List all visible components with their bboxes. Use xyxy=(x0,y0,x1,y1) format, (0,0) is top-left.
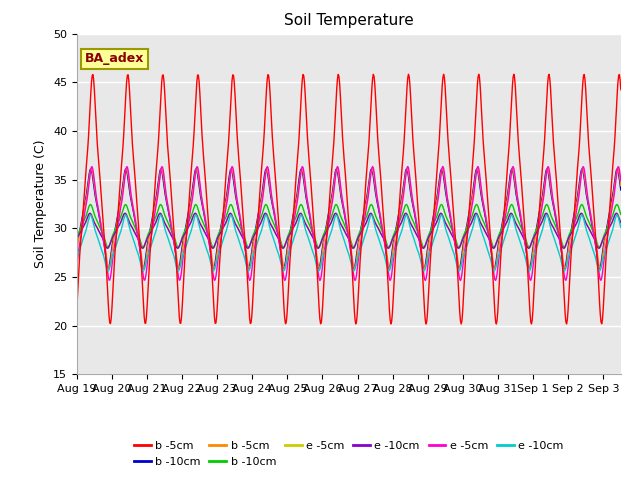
Legend: b -5cm, b -10cm, b -5cm, b -10cm, e -5cm, e -10cm, e -5cm, e -10cm: b -5cm, b -10cm, b -5cm, b -10cm, e -5cm… xyxy=(129,437,568,471)
Text: BA_adex: BA_adex xyxy=(85,52,145,65)
Title: Soil Temperature: Soil Temperature xyxy=(284,13,413,28)
Y-axis label: Soil Temperature (C): Soil Temperature (C) xyxy=(35,140,47,268)
